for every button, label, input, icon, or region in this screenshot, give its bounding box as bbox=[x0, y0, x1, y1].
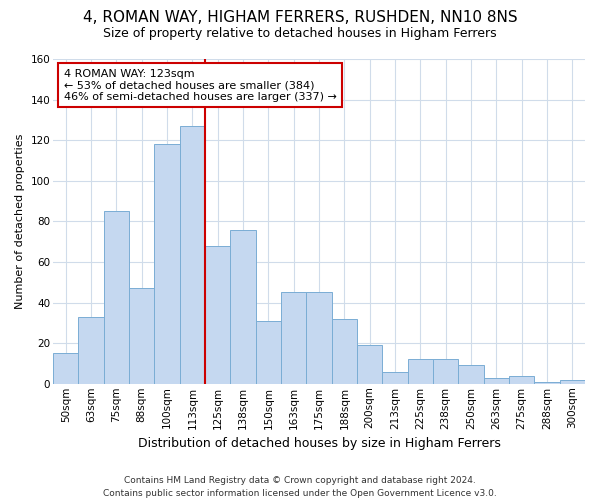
Bar bbox=[129, 288, 154, 384]
Bar bbox=[332, 319, 357, 384]
Bar bbox=[180, 126, 205, 384]
Bar bbox=[509, 376, 535, 384]
Bar bbox=[357, 345, 382, 384]
Bar bbox=[79, 317, 104, 384]
Bar bbox=[433, 360, 458, 384]
Bar bbox=[484, 378, 509, 384]
Bar bbox=[382, 372, 407, 384]
Bar bbox=[205, 246, 230, 384]
Text: 4 ROMAN WAY: 123sqm
← 53% of detached houses are smaller (384)
46% of semi-detac: 4 ROMAN WAY: 123sqm ← 53% of detached ho… bbox=[64, 68, 337, 102]
Bar bbox=[458, 366, 484, 384]
Bar bbox=[53, 354, 79, 384]
Bar bbox=[104, 211, 129, 384]
Text: 4, ROMAN WAY, HIGHAM FERRERS, RUSHDEN, NN10 8NS: 4, ROMAN WAY, HIGHAM FERRERS, RUSHDEN, N… bbox=[83, 10, 517, 25]
X-axis label: Distribution of detached houses by size in Higham Ferrers: Distribution of detached houses by size … bbox=[137, 437, 500, 450]
Bar bbox=[154, 144, 180, 384]
Bar bbox=[230, 230, 256, 384]
Bar bbox=[256, 321, 281, 384]
Bar bbox=[281, 292, 307, 384]
Text: Contains HM Land Registry data © Crown copyright and database right 2024.
Contai: Contains HM Land Registry data © Crown c… bbox=[103, 476, 497, 498]
Y-axis label: Number of detached properties: Number of detached properties bbox=[15, 134, 25, 309]
Bar bbox=[535, 382, 560, 384]
Bar bbox=[560, 380, 585, 384]
Bar bbox=[307, 292, 332, 384]
Text: Size of property relative to detached houses in Higham Ferrers: Size of property relative to detached ho… bbox=[103, 28, 497, 40]
Bar bbox=[407, 360, 433, 384]
